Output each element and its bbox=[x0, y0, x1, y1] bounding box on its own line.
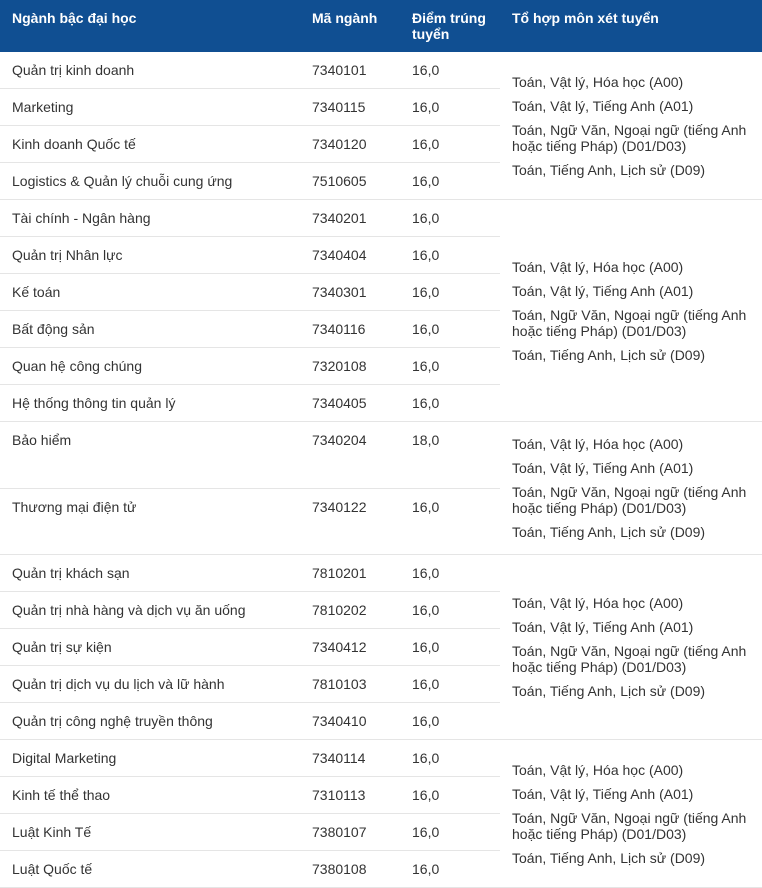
major-code: 7340115 bbox=[300, 89, 400, 126]
major-name: Tài chính - Ngân hàng bbox=[0, 200, 300, 237]
col-header-name: Ngành bậc đại học bbox=[0, 0, 300, 52]
admission-score: 16,0 bbox=[400, 126, 500, 163]
admission-score: 16,0 bbox=[400, 89, 500, 126]
table-row: Bảo hiểm734020418,0 Toán, Vật lý, Hóa học… bbox=[0, 422, 762, 489]
major-code: 7340405 bbox=[300, 385, 400, 422]
combo-line: Toán, Vật lý, Hóa học (A00) bbox=[512, 758, 750, 782]
combo-line: Toán, Vật lý, Hóa học (A00) bbox=[512, 255, 750, 279]
major-name: Logistics & Quản lý chuỗi cung ứng bbox=[0, 163, 300, 200]
combo-line: Toán, Vật lý, Hóa học (A00) bbox=[512, 591, 750, 615]
admission-score: 16,0 bbox=[400, 488, 500, 555]
major-code: 7340114 bbox=[300, 740, 400, 777]
admission-score: 16,0 bbox=[400, 348, 500, 385]
major-name: Quản trị sự kiện bbox=[0, 629, 300, 666]
admission-score: 16,0 bbox=[400, 200, 500, 237]
admission-score: 16,0 bbox=[400, 385, 500, 422]
col-header-code: Mã ngành bbox=[300, 0, 400, 52]
admission-score: 16,0 bbox=[400, 52, 500, 89]
major-name: Kế toán bbox=[0, 274, 300, 311]
admission-score: 16,0 bbox=[400, 629, 500, 666]
major-code: 7340120 bbox=[300, 126, 400, 163]
subject-combination: Toán, Vật lý, Hóa học (A00)Toán, Vật lý,… bbox=[500, 422, 762, 555]
major-name: Quản trị nhà hàng và dịch vụ ăn uống bbox=[0, 592, 300, 629]
admission-score: 16,0 bbox=[400, 311, 500, 348]
subject-combination: Toán, Vật lý, Hóa học (A00)Toán, Vật lý,… bbox=[500, 740, 762, 888]
subject-combination: Toán, Vật lý, Hóa học (A00)Toán, Vật lý,… bbox=[500, 200, 762, 422]
admission-score: 16,0 bbox=[400, 666, 500, 703]
combo-line: Toán, Tiếng Anh, Lịch sử (D09) bbox=[512, 520, 750, 544]
admission-score: 16,0 bbox=[400, 274, 500, 311]
admission-score: 16,0 bbox=[400, 777, 500, 814]
combo-line: Toán, Vật lý, Tiếng Anh (A01) bbox=[512, 615, 750, 639]
col-header-score: Điểm trúng tuyển bbox=[400, 0, 500, 52]
major-code: 7340101 bbox=[300, 52, 400, 89]
col-header-combo: Tổ hợp môn xét tuyển bbox=[500, 0, 762, 52]
combo-line: Toán, Vật lý, Hóa học (A00) bbox=[512, 432, 750, 456]
major-code: 7340412 bbox=[300, 629, 400, 666]
major-code: 7380107 bbox=[300, 814, 400, 851]
admission-score: 16,0 bbox=[400, 592, 500, 629]
major-name: Quản trị kinh doanh bbox=[0, 52, 300, 89]
table-row: Tài chính - Ngân hàng734020116,0Toán, Vậ… bbox=[0, 200, 762, 237]
table-row: Digital Marketing734011416,0Toán, Vật lý… bbox=[0, 740, 762, 777]
admission-score: 16,0 bbox=[400, 163, 500, 200]
major-name: Quản trị khách sạn bbox=[0, 555, 300, 592]
major-name: Quản trị công nghệ truyền thông bbox=[0, 703, 300, 740]
combo-line: Toán, Vật lý, Tiếng Anh (A01) bbox=[512, 279, 750, 303]
table-row: Quản trị khách sạn781020116,0Toán, Vật l… bbox=[0, 555, 762, 592]
major-name: Quản trị dịch vụ du lịch và lữ hành bbox=[0, 666, 300, 703]
combo-line: Toán, Tiếng Anh, Lịch sử (D09) bbox=[512, 846, 750, 870]
major-code: 7320108 bbox=[300, 348, 400, 385]
combo-line: Toán, Vật lý, Tiếng Anh (A01) bbox=[512, 456, 750, 480]
major-code: 7810103 bbox=[300, 666, 400, 703]
major-code: 7810201 bbox=[300, 555, 400, 592]
major-code: 7340204 bbox=[300, 422, 400, 489]
table-header-row: Ngành bậc đại học Mã ngành Điểm trúng tu… bbox=[0, 0, 762, 52]
major-code: 7340301 bbox=[300, 274, 400, 311]
major-code: 7340201 bbox=[300, 200, 400, 237]
major-code: 7340404 bbox=[300, 237, 400, 274]
admission-score: 16,0 bbox=[400, 814, 500, 851]
combo-line: Toán, Ngữ Văn, Ngoại ngữ (tiếng Anh hoặc… bbox=[512, 806, 750, 846]
combo-line: Toán, Vật lý, Hóa học (A00) bbox=[512, 70, 750, 94]
admission-score: 16,0 bbox=[400, 237, 500, 274]
major-name: Kinh tế thể thao bbox=[0, 777, 300, 814]
major-name: Marketing bbox=[0, 89, 300, 126]
combo-line: Toán, Ngữ Văn, Ngoại ngữ (tiếng Anh hoặc… bbox=[512, 118, 750, 158]
major-name: Quan hệ công chúng bbox=[0, 348, 300, 385]
combo-line: Toán, Tiếng Anh, Lịch sử (D09) bbox=[512, 679, 750, 703]
subject-combination: Toán, Vật lý, Hóa học (A00)Toán, Vật lý,… bbox=[500, 555, 762, 740]
major-code: 7510605 bbox=[300, 163, 400, 200]
major-code: 7380108 bbox=[300, 851, 400, 888]
major-name: Thương mại điện tử bbox=[0, 488, 300, 555]
combo-line: Toán, Ngữ Văn, Ngoại ngữ (tiếng Anh hoặc… bbox=[512, 303, 750, 343]
combo-line: Toán, Tiếng Anh, Lịch sử (D09) bbox=[512, 343, 750, 367]
major-name: Quản trị Nhân lực bbox=[0, 237, 300, 274]
table-row: Quản trị kinh doanh734010116,0Toán, Vật … bbox=[0, 52, 762, 89]
combo-line: Toán, Ngữ Văn, Ngoại ngữ (tiếng Anh hoặc… bbox=[512, 639, 750, 679]
major-name: Bất động sản bbox=[0, 311, 300, 348]
admission-score: 16,0 bbox=[400, 740, 500, 777]
admission-table: Ngành bậc đại học Mã ngành Điểm trúng tu… bbox=[0, 0, 762, 888]
major-name: Luật Kinh Tế bbox=[0, 814, 300, 851]
major-name: Bảo hiểm bbox=[0, 422, 300, 489]
combo-line: Toán, Vật lý, Tiếng Anh (A01) bbox=[512, 94, 750, 118]
major-code: 7340410 bbox=[300, 703, 400, 740]
major-code: 7810202 bbox=[300, 592, 400, 629]
major-name: Hệ thống thông tin quản lý bbox=[0, 385, 300, 422]
major-name: Digital Marketing bbox=[0, 740, 300, 777]
combo-line: Toán, Vật lý, Tiếng Anh (A01) bbox=[512, 782, 750, 806]
combo-line: Toán, Tiếng Anh, Lịch sử (D09) bbox=[512, 158, 750, 182]
subject-combination: Toán, Vật lý, Hóa học (A00)Toán, Vật lý,… bbox=[500, 52, 762, 200]
major-name: Kinh doanh Quốc tế bbox=[0, 126, 300, 163]
major-name: Luật Quốc tế bbox=[0, 851, 300, 888]
admission-score: 16,0 bbox=[400, 555, 500, 592]
major-code: 7340122 bbox=[300, 488, 400, 555]
admission-score: 18,0 bbox=[400, 422, 500, 489]
major-code: 7340116 bbox=[300, 311, 400, 348]
combo-line: Toán, Ngữ Văn, Ngoại ngữ (tiếng Anh hoặc… bbox=[512, 480, 750, 520]
admission-score: 16,0 bbox=[400, 851, 500, 888]
major-code: 7310113 bbox=[300, 777, 400, 814]
admission-score: 16,0 bbox=[400, 703, 500, 740]
